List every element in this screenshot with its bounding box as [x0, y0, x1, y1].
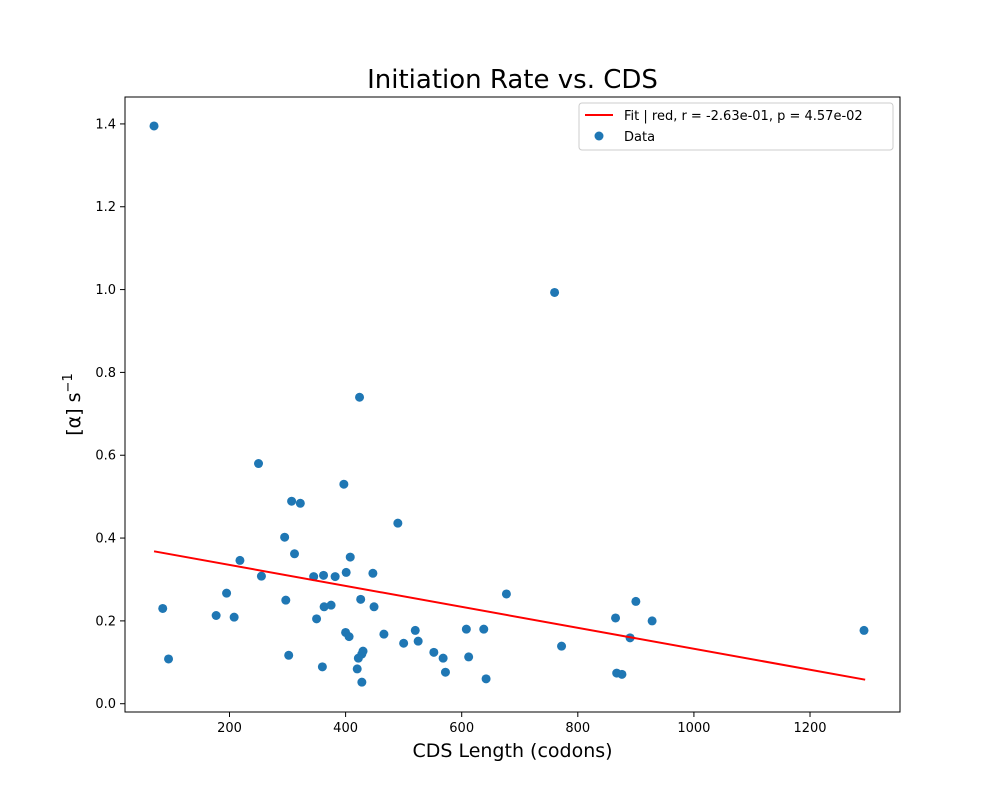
data-point: [410, 625, 420, 635]
y-tick-label: 0.8: [95, 366, 116, 381]
data-point: [501, 589, 511, 599]
data-point: [479, 624, 489, 634]
data-point: [281, 595, 291, 605]
data-point: [222, 588, 232, 598]
y-tick-label: 1.2: [95, 200, 116, 215]
data-point: [317, 662, 327, 672]
legend-data-label: Data: [624, 130, 655, 145]
data-point: [413, 636, 423, 646]
data-point: [256, 571, 266, 581]
data-point: [280, 532, 290, 542]
data-point: [229, 612, 239, 622]
data-point: [631, 596, 641, 606]
data-point: [611, 613, 621, 623]
data-point: [235, 555, 245, 565]
legend-frame: [578, 102, 894, 151]
data-point: [158, 603, 168, 613]
data-point: [339, 479, 349, 489]
data-point: [368, 568, 378, 578]
plot-frame: [124, 96, 901, 713]
y-axis-title: [α] s−1: [61, 373, 85, 435]
data-point: [352, 664, 362, 674]
data-point: [341, 567, 351, 577]
data-point: [647, 616, 657, 626]
x-tick-label: 800: [565, 721, 590, 736]
data-point: [429, 647, 439, 657]
data-point: [211, 611, 221, 621]
data-point: [369, 602, 379, 612]
y-tick-label: 0.2: [95, 614, 116, 629]
axis-ticks: 200 400 600 800 1000 1200 0.0 0.2 0.4 0.6 0.8 1.0 1.…: [95, 117, 826, 736]
data-point: [464, 652, 474, 662]
x-tick-label: 600: [449, 721, 474, 736]
data-point: [295, 498, 305, 508]
data-point: [557, 641, 567, 651]
data-point: [358, 646, 368, 656]
data-point: [312, 614, 322, 624]
data-point: [859, 625, 869, 635]
x-tick-label: 400: [333, 721, 358, 736]
plot-area: 200 400 600 800 1000 1200 0.0 0.2 0.4 0.6 0.8 1.0 1.…: [95, 96, 901, 736]
chart-title: Initiation Rate vs. CDS: [367, 65, 658, 95]
data-point: [461, 624, 471, 634]
y-axis-title-exponent: −1: [61, 373, 76, 392]
data-point: [438, 653, 448, 663]
data-point: [319, 602, 329, 612]
data-point: [326, 600, 336, 610]
data-point: [355, 392, 365, 402]
fit-line: [153, 550, 866, 681]
y-tick-label: 0.6: [95, 449, 116, 464]
data-point: [330, 572, 340, 582]
data-point: [356, 594, 366, 604]
y-tick-label: 1.4: [95, 117, 116, 132]
data-point: [344, 632, 354, 642]
x-tick-label: 1000: [677, 721, 710, 736]
data-point: [164, 654, 174, 664]
legend-data-swatch: [594, 131, 604, 141]
data-point: [254, 459, 264, 469]
legend-fit-label: Fit | red, r = -2.63e-01, p = 4.57e-02: [624, 109, 863, 124]
data-point: [440, 667, 450, 677]
data-point: [287, 496, 297, 506]
x-axis-title: CDS Length (codons): [412, 740, 612, 762]
y-axis-title-main: [α] s: [63, 392, 85, 435]
data-point: [290, 549, 300, 559]
data-point: [319, 570, 329, 580]
y-tick-label: 0.0: [95, 697, 116, 712]
data-point: [284, 650, 294, 660]
data-point: [550, 287, 560, 297]
data-point: [357, 677, 367, 687]
x-tick-label: 1200: [793, 721, 826, 736]
data-points: [149, 121, 869, 687]
x-tick-label: 200: [217, 721, 242, 736]
data-point: [379, 629, 389, 639]
legend: Fit | red, r = -2.63e-01, p = 4.57e-02 D…: [578, 102, 894, 151]
data-point: [393, 518, 403, 528]
data-point: [481, 674, 491, 684]
data-point: [617, 669, 627, 679]
fit-line-group: [153, 550, 866, 681]
y-tick-label: 1.0: [95, 283, 116, 298]
data-point: [399, 638, 409, 648]
svg-text:[α] s−1: [α] s−1: [61, 373, 85, 435]
data-point: [149, 121, 159, 131]
y-tick-label: 0.4: [95, 532, 116, 547]
data-point: [345, 552, 355, 562]
